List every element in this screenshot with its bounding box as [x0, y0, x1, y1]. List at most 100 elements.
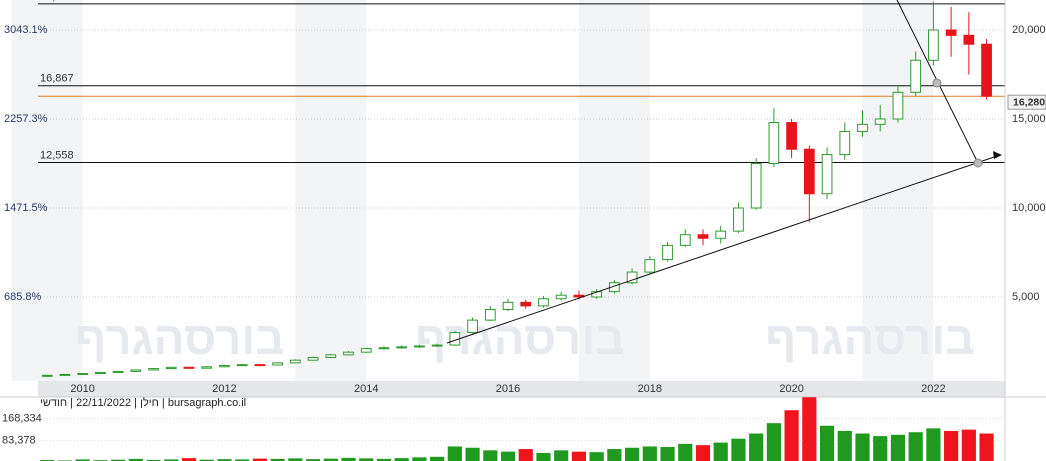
- candle-body: [307, 357, 319, 361]
- y-tick-label: 5,000: [1012, 291, 1040, 303]
- level-label: 21,464: [40, 0, 74, 3]
- year-band: [578, 0, 650, 381]
- candle-body: [183, 366, 195, 369]
- candle-body: [679, 234, 691, 246]
- volume: 168,334 83,378: [2, 397, 1005, 461]
- y-tick-label: 10,000: [1012, 202, 1046, 214]
- volume-bar: [731, 438, 746, 461]
- volume-bar: [164, 459, 179, 461]
- volume-bar: [111, 459, 126, 461]
- candle-body: [396, 346, 408, 349]
- candle-body: [201, 366, 213, 369]
- volume-bar: [961, 429, 976, 461]
- volume-bar: [270, 458, 285, 461]
- y2-tick-label: 2257.3%: [4, 113, 48, 125]
- volume-bar: [376, 458, 392, 461]
- volume-bar: [642, 446, 657, 461]
- volume-bar: [430, 456, 445, 461]
- candle-body: [608, 282, 620, 293]
- candle-body: [289, 359, 301, 364]
- candle-body: [928, 29, 939, 61]
- y2-tick-label: 3043.1%: [4, 24, 48, 36]
- x-tick-label: 2014: [354, 383, 378, 395]
- volume-bar: [589, 452, 604, 461]
- candle-body: [130, 369, 142, 372]
- caption: bursagraph.co.il | חילן | 22/11/2022 | ח…: [40, 397, 247, 409]
- grid: [38, 29, 1005, 298]
- volume-bar: [926, 428, 941, 461]
- candle-body: [857, 123, 868, 132]
- y-tick-label: 15,000: [1012, 113, 1046, 125]
- candle-body: [750, 162, 762, 209]
- volume-bar: [305, 459, 321, 461]
- volume-bar: [766, 423, 781, 461]
- volume-bar: [341, 457, 356, 461]
- candle-body: [59, 373, 71, 376]
- candle-body: [431, 344, 443, 347]
- candle-body: [874, 118, 886, 125]
- candle-body: [803, 148, 815, 195]
- anchor-point: [932, 78, 942, 88]
- volume-bar: [944, 430, 959, 461]
- volume-bar: [890, 434, 906, 461]
- candle-body: [892, 91, 904, 120]
- volume-bar: [625, 447, 640, 461]
- candle-body: [77, 373, 89, 376]
- volume-bar: [465, 447, 480, 461]
- bands: [11, 0, 934, 381]
- last-price-box: [1007, 94, 1046, 110]
- candle-body: [325, 354, 337, 359]
- volume-bar: [554, 450, 569, 461]
- candle-body: [715, 230, 727, 239]
- candle-body: [236, 364, 248, 367]
- watermark: בורסהגרף: [75, 312, 284, 364]
- candle-body: [945, 29, 957, 36]
- anchor-point: [973, 158, 983, 168]
- candle-body: [520, 301, 532, 307]
- candle-body: [41, 374, 53, 377]
- level-label: 16,867: [40, 73, 74, 85]
- candle-body: [786, 122, 797, 150]
- volume-bar: [855, 433, 870, 461]
- trend-line: [446, 154, 1001, 344]
- candle-body: [555, 294, 567, 300]
- volume-tick-label: 83,378: [2, 434, 36, 446]
- x-tick-label: 2022: [921, 383, 945, 395]
- volume-bar: [359, 458, 374, 461]
- candle-body: [821, 154, 833, 195]
- candle-body: [467, 319, 478, 334]
- volume-bar: [837, 430, 852, 461]
- candle-body: [343, 351, 354, 356]
- watermark: בורסהגרף: [415, 312, 624, 364]
- volume-bar: [784, 410, 799, 461]
- volume-bar: [802, 397, 817, 461]
- watermark: בורסהגרף: [765, 312, 974, 364]
- candle-body: [626, 271, 638, 284]
- watermarks: בורסהגרף בורסהגרף בורסהגרף: [75, 312, 974, 364]
- candle-body: [95, 371, 106, 375]
- candle-body: [112, 370, 124, 373]
- volume-bar: [75, 459, 90, 461]
- volume-bar: [483, 450, 498, 461]
- x-tick-label: 2012: [212, 383, 236, 395]
- volume-bar: [536, 452, 551, 461]
- volume-bar: [518, 449, 533, 461]
- candle-body: [981, 43, 992, 97]
- volume-bar: [447, 446, 462, 461]
- candle-body: [644, 259, 656, 273]
- year-band: [11, 0, 83, 381]
- candle-body: [910, 59, 922, 93]
- candle-body: [219, 365, 230, 368]
- volume-bar: [571, 451, 587, 461]
- last-price-label: 16,280: [1013, 96, 1045, 108]
- volume-bar: [252, 458, 267, 461]
- candle-body: [662, 244, 673, 261]
- volume-bar: [819, 425, 835, 461]
- candle-body: [272, 362, 283, 366]
- candle-body: [360, 348, 372, 353]
- candle-body: [963, 34, 975, 45]
- y-tick-label: 20,000: [1012, 24, 1046, 36]
- candle-body: [768, 122, 780, 164]
- arrow-head: [993, 151, 1002, 159]
- candle-body: [148, 368, 159, 371]
